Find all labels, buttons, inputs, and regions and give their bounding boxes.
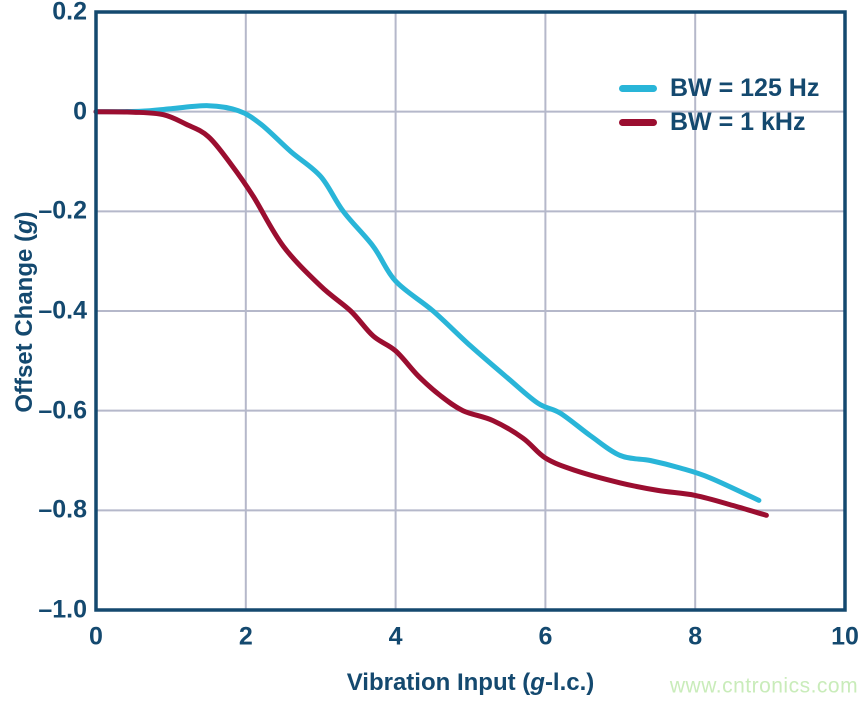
gridlines [96,12,845,610]
axis-title-segment: ) [11,211,38,220]
watermark: www.cntronics.com [669,674,859,698]
plot-border [94,10,847,612]
x-axis-title: Vibration Input (g-l.c.) [347,671,595,695]
y-axis-title: Offset Change (g) [11,211,38,413]
legend-label: BW = 1 kHz [670,107,806,136]
y-tick-label: 0 [73,97,87,126]
y-tick-label: –0.4 [38,296,87,325]
y-tick-label: –1.0 [38,595,87,624]
x-tick-label: 6 [538,622,553,651]
x-tick-label: 2 [238,622,253,651]
y-tick-label: –0.2 [38,196,87,225]
y-tick-label: 0.2 [52,0,87,26]
x-tick-label: 8 [688,622,703,651]
data-series-lines [93,103,769,518]
legend-line-swatch [619,84,657,92]
legend-entry-0: BW = 125 Hz [619,71,819,105]
x-tick-label: 0 [89,622,103,651]
axis-title-segment: g [11,219,38,234]
axis-title-segment: Vibration Input ( [346,669,531,696]
axis-title-segment: g [530,669,545,696]
axis-title-segment: Offset Change ( [11,233,38,413]
series-line-0 [93,103,762,503]
legend-line-swatch [619,118,657,126]
legend-entry-1: BW = 1 kHz [619,105,819,139]
axis-title-segment: -l.c.) [544,669,595,696]
y-tick-label: –0.6 [38,396,87,425]
x-tick-label: 10 [831,622,859,651]
legend: BW = 125 Hz BW = 1 kHz [619,71,819,139]
y-tick-label: –0.8 [38,495,87,524]
legend-label: BW = 125 Hz [670,73,820,102]
x-tick-label: 4 [388,622,403,651]
series-line-1 [93,109,769,518]
